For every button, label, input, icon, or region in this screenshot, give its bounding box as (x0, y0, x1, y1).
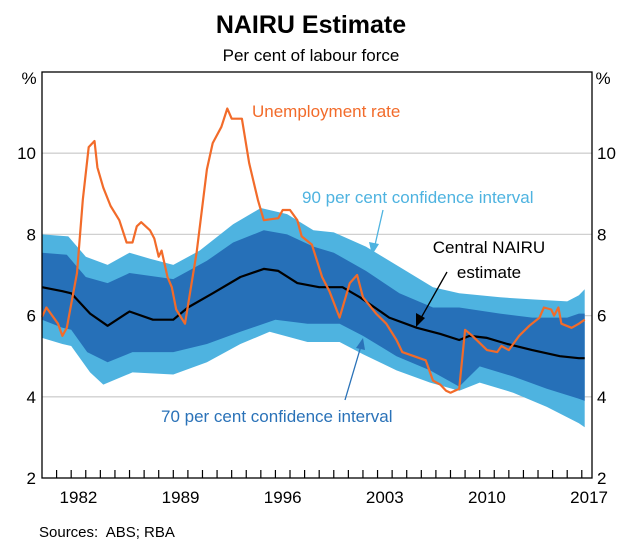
source-note: Sources: ABS; RBA (39, 524, 175, 541)
chart-subtitle: Per cent of labour force (223, 46, 400, 65)
y-tick-label-right: 4 (597, 388, 606, 407)
x-tick-label: 1989 (162, 488, 200, 507)
x-tick-label: 2010 (468, 488, 506, 507)
y-tick-label-left: 4 (27, 388, 36, 407)
y-tick-label-right: 10 (597, 144, 616, 163)
y-tick-label-left: 6 (27, 307, 36, 326)
y-tick-label-right: 6 (597, 307, 606, 326)
arrow-band70 (344, 338, 365, 401)
y-tick-label-left: 10 (17, 144, 36, 163)
x-tick-label: 1996 (264, 488, 302, 507)
label-unemployment: Unemployment rate (252, 102, 400, 121)
y-tick-label-right: 8 (597, 225, 606, 244)
label-band70: 70 per cent confidence interval (161, 407, 393, 426)
label-nairu-line1: Central NAIRU (433, 238, 545, 257)
x-tick-label: 2017 (570, 488, 608, 507)
y-unit-left: % (21, 69, 36, 88)
chart-title: NAIRU Estimate (216, 11, 406, 39)
band-70-per-cent (42, 230, 585, 401)
x-tick-label: 1982 (60, 488, 98, 507)
y-tick-label-left: 2 (27, 469, 36, 488)
y-tick-label-right: 2 (597, 469, 606, 488)
label-nairu-line2: estimate (457, 263, 521, 282)
arrow-band90 (369, 209, 384, 255)
series-unemployment-rate (41, 107, 586, 394)
y-unit-right: % (595, 69, 610, 88)
x-tick-label: 2003 (366, 488, 404, 507)
arrow-nairu (416, 271, 448, 327)
y-tick-label-left: 8 (27, 225, 36, 244)
plot-frame (41, 71, 593, 479)
label-band90: 90 per cent confidence interval (302, 188, 534, 207)
series-central-nairu (41, 267, 585, 360)
